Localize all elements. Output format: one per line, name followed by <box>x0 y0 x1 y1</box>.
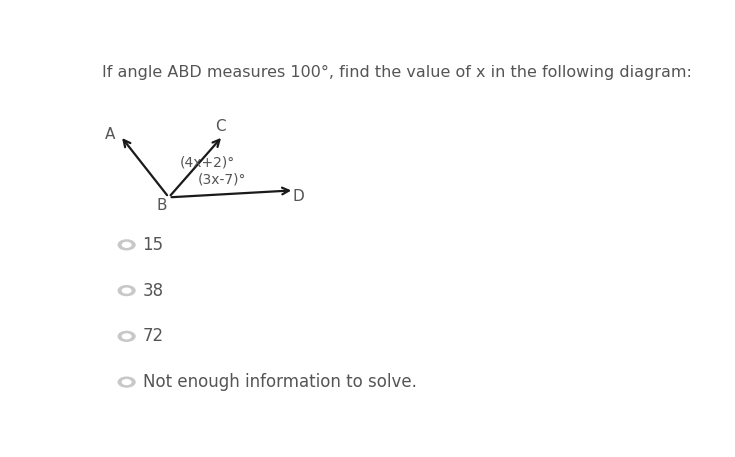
Text: D: D <box>293 189 304 204</box>
Text: C: C <box>215 119 226 134</box>
Text: 72: 72 <box>143 327 164 345</box>
Circle shape <box>121 333 132 340</box>
Circle shape <box>121 379 132 385</box>
Text: 15: 15 <box>143 236 164 254</box>
Text: B: B <box>157 197 167 213</box>
Circle shape <box>118 377 136 388</box>
Circle shape <box>121 287 132 294</box>
Circle shape <box>118 285 136 296</box>
Text: Not enough information to solve.: Not enough information to solve. <box>143 373 417 391</box>
Text: A: A <box>105 127 115 142</box>
Text: (4x+2)°: (4x+2)° <box>180 155 235 169</box>
Text: (3x-7)°: (3x-7)° <box>197 173 245 187</box>
Circle shape <box>118 331 136 342</box>
Circle shape <box>118 239 136 250</box>
Text: 38: 38 <box>143 282 164 300</box>
Text: If angle ABD measures 100°, find the value of x in the following diagram:: If angle ABD measures 100°, find the val… <box>102 65 692 80</box>
Circle shape <box>121 242 132 248</box>
